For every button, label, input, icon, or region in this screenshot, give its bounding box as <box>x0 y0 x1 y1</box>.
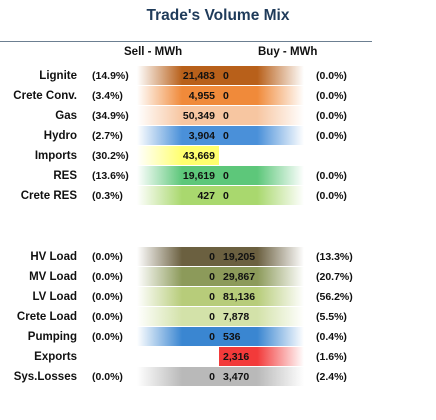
sell-bar-crete-load <box>137 307 219 326</box>
row-label-sys-losses: Sys.Losses <box>14 371 77 383</box>
buy-value-crete-load: 7,878 <box>223 311 249 323</box>
sell-pct-crete-res: (0.3%) <box>92 190 123 202</box>
buy-pct-gas: (0.0%) <box>316 110 347 122</box>
sell-value-res: 19,619 <box>183 170 215 182</box>
sell-value-lv-load: 0 <box>209 291 215 303</box>
sell-value-crete-conv: 4,955 <box>189 90 215 102</box>
sell-pct-pumping: (0.0%) <box>92 331 123 343</box>
sell-bar-pumping <box>137 327 219 346</box>
buy-bar-sys-losses <box>219 367 304 386</box>
buy-value-hv-load: 19,205 <box>223 251 255 263</box>
buy-bar-exports <box>219 347 304 366</box>
buy-bar-lignite <box>219 66 304 85</box>
sell-value-crete-res: 427 <box>197 190 215 202</box>
sell-pct-mv-load: (0.0%) <box>92 271 123 283</box>
row-label-mv-load: MV Load <box>29 271 77 283</box>
sell-bar-lignite <box>137 66 219 85</box>
buy-pct-sys-losses: (2.4%) <box>316 371 347 383</box>
sell-bar-sys-losses <box>137 367 219 386</box>
buy-pct-crete-load: (5.5%) <box>316 311 347 323</box>
buy-bar-pumping <box>219 327 304 346</box>
buy-value-mv-load: 29,867 <box>223 271 255 283</box>
sell-column-header: Sell - MWh <box>124 46 183 58</box>
row-label-gas: Gas <box>55 110 77 122</box>
buy-pct-lv-load: (56.2%) <box>316 291 353 303</box>
row-label-crete-res: Crete RES <box>21 190 78 202</box>
buy-bar-res <box>219 166 304 185</box>
sell-bar-gas <box>137 106 219 125</box>
buy-pct-pumping: (0.4%) <box>316 331 347 343</box>
buy-value-res: 0 <box>223 170 229 182</box>
sell-value-crete-load: 0 <box>209 311 215 323</box>
row-label-crete-load: Crete Load <box>17 311 77 323</box>
buy-pct-crete-conv: (0.0%) <box>316 90 347 102</box>
sell-value-pumping: 0 <box>209 331 215 343</box>
row-label-hydro: Hydro <box>44 130 77 142</box>
sell-pct-hv-load: (0.0%) <box>92 251 123 263</box>
buy-value-pumping: 536 <box>223 331 241 343</box>
sell-pct-crete-load: (0.0%) <box>92 311 123 323</box>
buy-value-gas: 0 <box>223 110 229 122</box>
chart-title: Trade's Volume Mix <box>146 7 290 24</box>
buy-value-exports: 2,316 <box>223 351 249 363</box>
buy-bar-crete-load <box>219 307 304 326</box>
buy-value-lignite: 0 <box>223 70 229 82</box>
sell-bar-res <box>137 166 219 185</box>
row-label-lignite: Lignite <box>39 70 77 82</box>
sell-value-imports: 43,669 <box>183 150 215 162</box>
row-label-hv-load: HV Load <box>30 251 77 263</box>
row-label-res: RES <box>53 170 77 182</box>
buy-column-header: Buy - MWh <box>258 46 318 58</box>
sell-pct-imports: (30.2%) <box>92 150 129 162</box>
buy-pct-hydro: (0.0%) <box>316 130 347 142</box>
row-label-pumping: Pumping <box>28 331 77 343</box>
buy-pct-mv-load: (20.7%) <box>316 271 353 283</box>
sell-pct-gas: (34.9%) <box>92 110 129 122</box>
buy-bar-mv-load <box>219 267 304 286</box>
sell-value-hydro: 3,904 <box>189 130 215 142</box>
sell-pct-crete-conv: (3.4%) <box>92 90 123 102</box>
sell-bar-imports <box>137 146 219 165</box>
buy-value-lv-load: 81,136 <box>223 291 255 303</box>
sell-pct-sys-losses: (0.0%) <box>92 371 123 383</box>
row-label-exports: Exports <box>34 351 77 363</box>
buy-value-sys-losses: 3,470 <box>223 371 249 383</box>
sell-bar-lv-load <box>137 287 219 306</box>
sell-pct-lv-load: (0.0%) <box>92 291 123 303</box>
sell-bar-hydro <box>137 126 219 145</box>
buy-value-hydro: 0 <box>223 130 229 142</box>
sell-value-hv-load: 0 <box>209 251 215 263</box>
buy-bar-crete-conv <box>219 86 304 105</box>
sell-value-gas: 50,349 <box>183 110 215 122</box>
sell-value-sys-losses: 0 <box>209 371 215 383</box>
buy-bar-lv-load <box>219 287 304 306</box>
sell-pct-res: (13.6%) <box>92 170 129 182</box>
buy-value-crete-conv: 0 <box>223 90 229 102</box>
buy-pct-exports: (1.6%) <box>316 351 347 363</box>
row-label-imports: Imports <box>35 150 77 162</box>
sell-value-lignite: 21,483 <box>183 70 215 82</box>
buy-bar-crete-res <box>219 186 304 205</box>
buy-bar-hv-load <box>219 247 304 266</box>
sell-bar-crete-conv <box>137 86 219 105</box>
buy-pct-crete-res: (0.0%) <box>316 190 347 202</box>
buy-pct-lignite: (0.0%) <box>316 70 347 82</box>
sell-bar-crete-res <box>137 186 219 205</box>
row-label-crete-conv: Crete Conv. <box>13 90 77 102</box>
row-label-lv-load: LV Load <box>32 291 77 303</box>
title-underline <box>0 41 372 42</box>
buy-bar-hydro <box>219 126 304 145</box>
sell-pct-hydro: (2.7%) <box>92 130 123 142</box>
sell-bar-hv-load <box>137 247 219 266</box>
buy-bar-gas <box>219 106 304 125</box>
buy-pct-hv-load: (13.3%) <box>316 251 353 263</box>
sell-value-mv-load: 0 <box>209 271 215 283</box>
buy-value-crete-res: 0 <box>223 190 229 202</box>
sell-bar-mv-load <box>137 267 219 286</box>
buy-pct-res: (0.0%) <box>316 170 347 182</box>
sell-pct-lignite: (14.9%) <box>92 70 129 82</box>
